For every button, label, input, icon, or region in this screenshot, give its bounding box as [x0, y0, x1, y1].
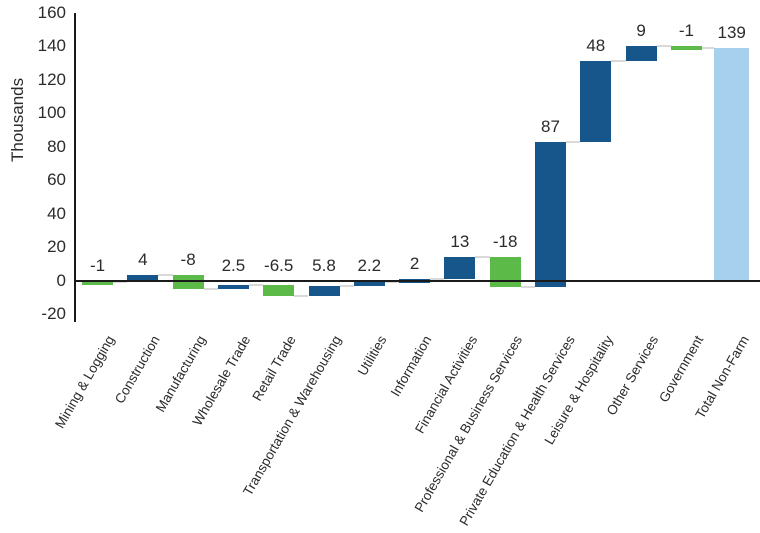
value-label: 9 [636, 21, 646, 41]
bar-retail-trade [263, 284, 295, 296]
connector [520, 286, 535, 289]
value-label: 2 [409, 253, 420, 273]
connector [430, 277, 445, 280]
y-tick-label: 0 [56, 270, 66, 290]
connector [384, 281, 400, 284]
connector [475, 256, 490, 259]
connector [294, 294, 309, 297]
connector [701, 47, 715, 50]
bar-mining-logging [82, 280, 113, 285]
value-label: 139 [717, 23, 746, 43]
bar-private-education-health-services [535, 141, 566, 288]
y-tick-label: 80 [47, 136, 66, 156]
connector [113, 281, 128, 284]
connector [339, 284, 354, 287]
bar-leisure-hospitality [580, 61, 612, 142]
y-tick-label: 160 [37, 2, 66, 22]
connector [656, 45, 671, 48]
bar-government [670, 46, 702, 51]
value-label: -1 [89, 255, 106, 275]
bar-financial-activities [444, 257, 476, 279]
value-label: -8 [180, 250, 196, 270]
value-label: 5.8 [312, 255, 336, 275]
bar-construction [127, 275, 159, 283]
bar-other-services [625, 46, 657, 62]
y-tick-label: -20 [41, 303, 66, 323]
zero-line [74, 279, 760, 282]
x-axis-label-text: Transportation & Warehousing [239, 333, 344, 499]
bar-manufacturing [172, 275, 204, 289]
y-tick-label: 100 [37, 103, 66, 123]
y-tick-label: 40 [47, 203, 66, 223]
y-axis-line [74, 12, 76, 322]
value-label: -6.5 [264, 255, 294, 275]
value-label: 2.2 [357, 255, 382, 275]
bar-wholesale-trade [217, 284, 249, 289]
y-tick-label: 120 [37, 69, 66, 89]
value-label: -18 [492, 232, 518, 252]
value-label: 4 [138, 250, 148, 270]
y-tick-label: 60 [47, 170, 66, 190]
bar-professional-business-services [489, 257, 521, 288]
connector [158, 274, 173, 277]
connector [248, 283, 264, 286]
y-tick-label: 140 [37, 36, 66, 56]
bar-utilities [353, 282, 385, 287]
connector [203, 287, 218, 290]
x-axis-label-total-non-farm: Total Non-Farm [529, 332, 752, 421]
bar-transportation-warehousing [308, 285, 340, 296]
bar-total-non-farm [714, 48, 750, 281]
value-label: 2.5 [221, 255, 246, 275]
x-axis-label-text: Leisure & Hospitality [541, 333, 616, 448]
value-label: 87 [541, 116, 560, 136]
y-tick-label: 20 [47, 237, 66, 257]
connector [566, 140, 581, 143]
value-label: 48 [586, 36, 606, 56]
x-axis-label-text: Total Non-Farm [692, 333, 752, 422]
value-label: 13 [450, 232, 470, 252]
connector [611, 60, 626, 63]
value-label: -1 [678, 21, 694, 41]
